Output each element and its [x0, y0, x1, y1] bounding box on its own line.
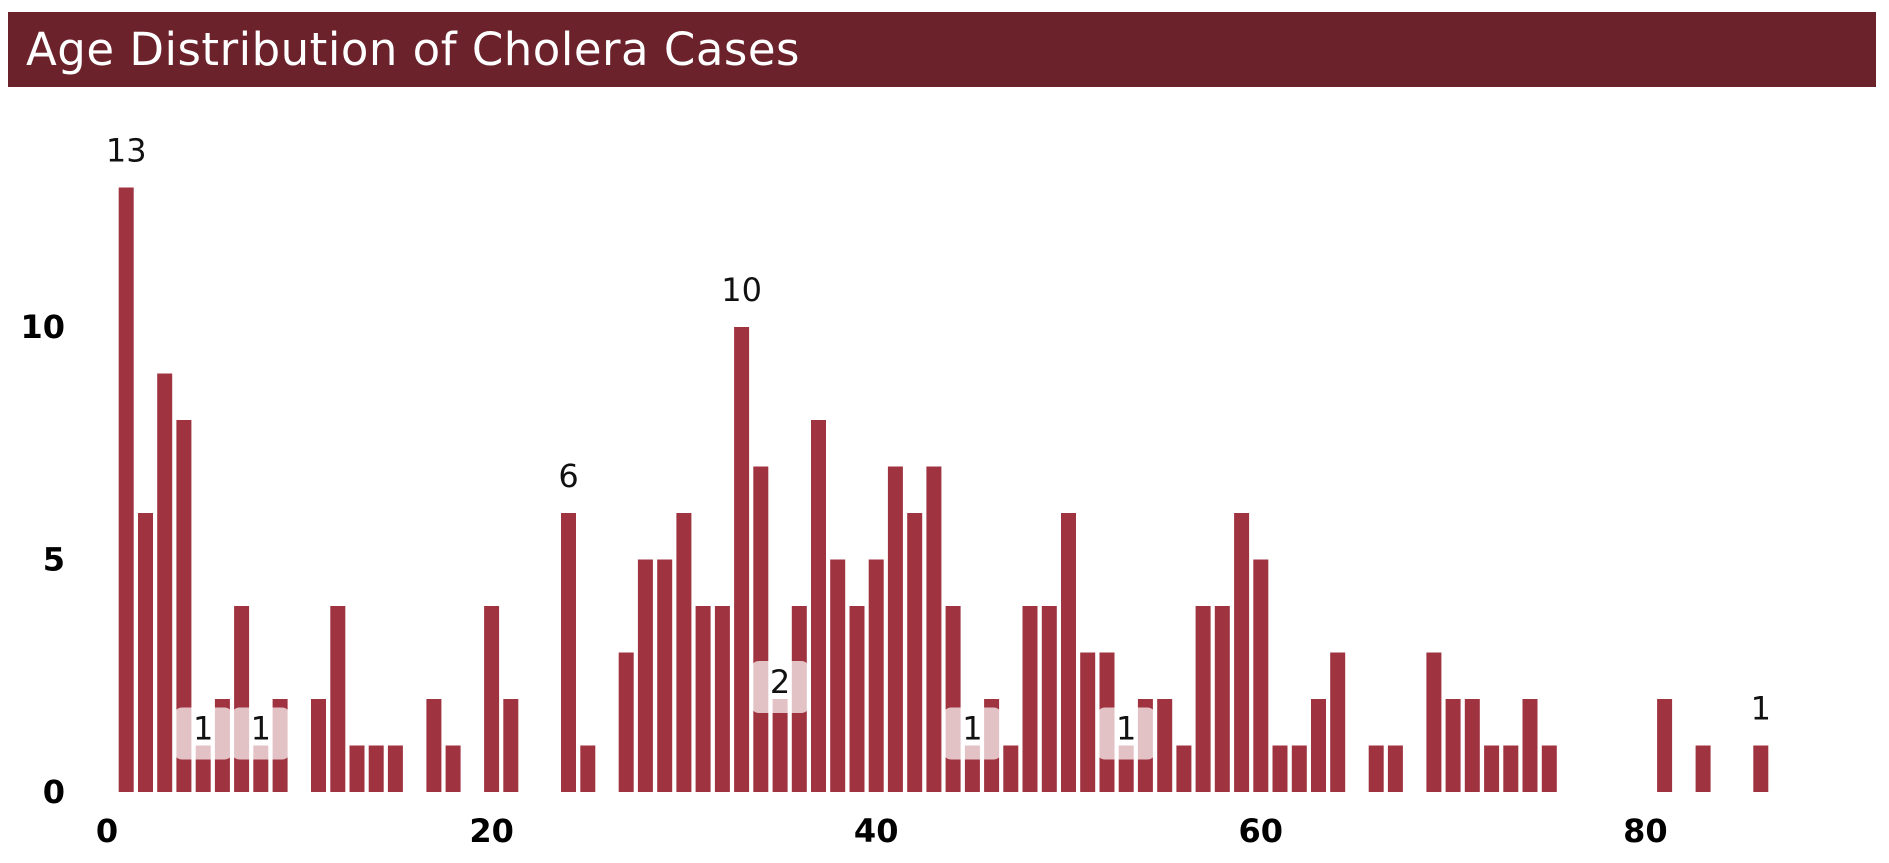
bar-age-38: [830, 559, 846, 792]
bar-age-7: [234, 606, 250, 792]
bar-age-59: [1234, 513, 1250, 792]
bar-age-48: [1022, 606, 1038, 792]
bar-age-31: [695, 606, 711, 792]
bar-age-13: [349, 745, 365, 792]
bar-age-14: [368, 745, 384, 792]
data-label-age-86: 1: [1751, 690, 1771, 728]
bar-age-24: [561, 513, 576, 792]
data-label-box-age-35: [750, 661, 811, 713]
bar-age-12: [330, 606, 346, 792]
data-label-box-age-45: [942, 707, 1003, 760]
bar-age-32: [714, 606, 730, 792]
data-label-age-45: 1: [962, 710, 982, 748]
bar-age-47: [1003, 745, 1019, 792]
y-axis: 0 5 10: [20, 308, 65, 811]
bar-age-18: [445, 745, 461, 792]
bar-age-50: [1061, 513, 1076, 792]
data-label-age-53: 1: [1116, 710, 1136, 748]
y-tick-5: 5: [43, 541, 65, 579]
bar-age-1: [118, 187, 134, 792]
bar-age-37: [811, 420, 826, 792]
data-label-age-24: 6: [558, 457, 578, 495]
x-tick-40: 40: [854, 812, 899, 850]
bar-age-71: [1464, 699, 1480, 792]
y-tick-0: 0: [43, 773, 65, 811]
bar-age-73: [1503, 745, 1519, 792]
bar-age-58: [1214, 606, 1230, 792]
bar-age-51: [1080, 652, 1096, 792]
bar-age-43: [926, 466, 942, 792]
chart-title: Age Distribution of Cholera Cases: [26, 23, 800, 76]
x-tick-0: 0: [96, 812, 118, 850]
bar-age-30: [676, 513, 692, 792]
x-tick-20: 20: [469, 812, 514, 850]
data-label-age-5: 1: [193, 710, 213, 748]
y-tick-10: 10: [20, 308, 65, 346]
bar-age-56: [1176, 745, 1192, 792]
bar-age-15: [387, 745, 403, 792]
bar-age-27: [618, 652, 634, 792]
bar-age-81: [1657, 699, 1673, 792]
bars-layer: [118, 187, 1769, 792]
bar-age-69: [1426, 652, 1442, 792]
bar-age-62: [1291, 745, 1307, 792]
x-tick-80: 80: [1623, 812, 1668, 850]
bar-age-44: [945, 606, 961, 792]
data-label-box-age-5: [173, 707, 234, 760]
data-label-age-33: 10: [721, 271, 762, 309]
bar-age-11: [311, 699, 326, 792]
bar-age-64: [1330, 652, 1346, 792]
bar-age-3: [157, 373, 173, 792]
data-label-age-35: 2: [770, 663, 790, 701]
bar-age-41: [887, 466, 903, 792]
bar-age-67: [1387, 745, 1403, 792]
chart-title-bar: Age Distribution of Cholera Cases: [8, 12, 1876, 87]
bar-age-75: [1541, 745, 1557, 792]
bar-age-17: [426, 699, 442, 792]
bar-age-20: [484, 606, 500, 792]
bar-age-21: [503, 699, 519, 792]
bar-age-34: [753, 466, 769, 792]
bar-age-42: [907, 513, 923, 792]
data-label-age-8: 1: [251, 710, 271, 748]
bar-age-72: [1484, 745, 1500, 792]
bar-age-2: [138, 513, 153, 792]
bar-age-55: [1157, 699, 1173, 792]
bar-age-63: [1311, 699, 1326, 792]
bar-age-70: [1445, 699, 1461, 792]
data-label-age-1: 13: [106, 132, 147, 170]
bar-age-61: [1272, 745, 1288, 792]
bar-age-66: [1368, 745, 1384, 792]
bar-age-74: [1522, 699, 1538, 792]
data-label-box-age-8: [230, 707, 291, 760]
bar-age-40: [868, 559, 884, 792]
bar-age-49: [1041, 606, 1057, 792]
bar-age-28: [637, 559, 653, 792]
data-label-box-age-53: [1096, 707, 1157, 760]
x-axis: 0 20 40 60 80: [96, 812, 1668, 850]
bar-age-4: [176, 420, 192, 792]
bar-age-25: [580, 745, 596, 792]
bar-age-60: [1253, 559, 1269, 792]
x-tick-60: 60: [1239, 812, 1284, 850]
bar-age-35: [772, 699, 788, 792]
bar-age-57: [1195, 606, 1211, 792]
bar-age-86: [1753, 745, 1769, 792]
bar-age-39: [849, 606, 865, 792]
bar-age-33: [734, 327, 750, 792]
bar-age-29: [657, 559, 673, 792]
bar-age-83: [1695, 745, 1711, 792]
